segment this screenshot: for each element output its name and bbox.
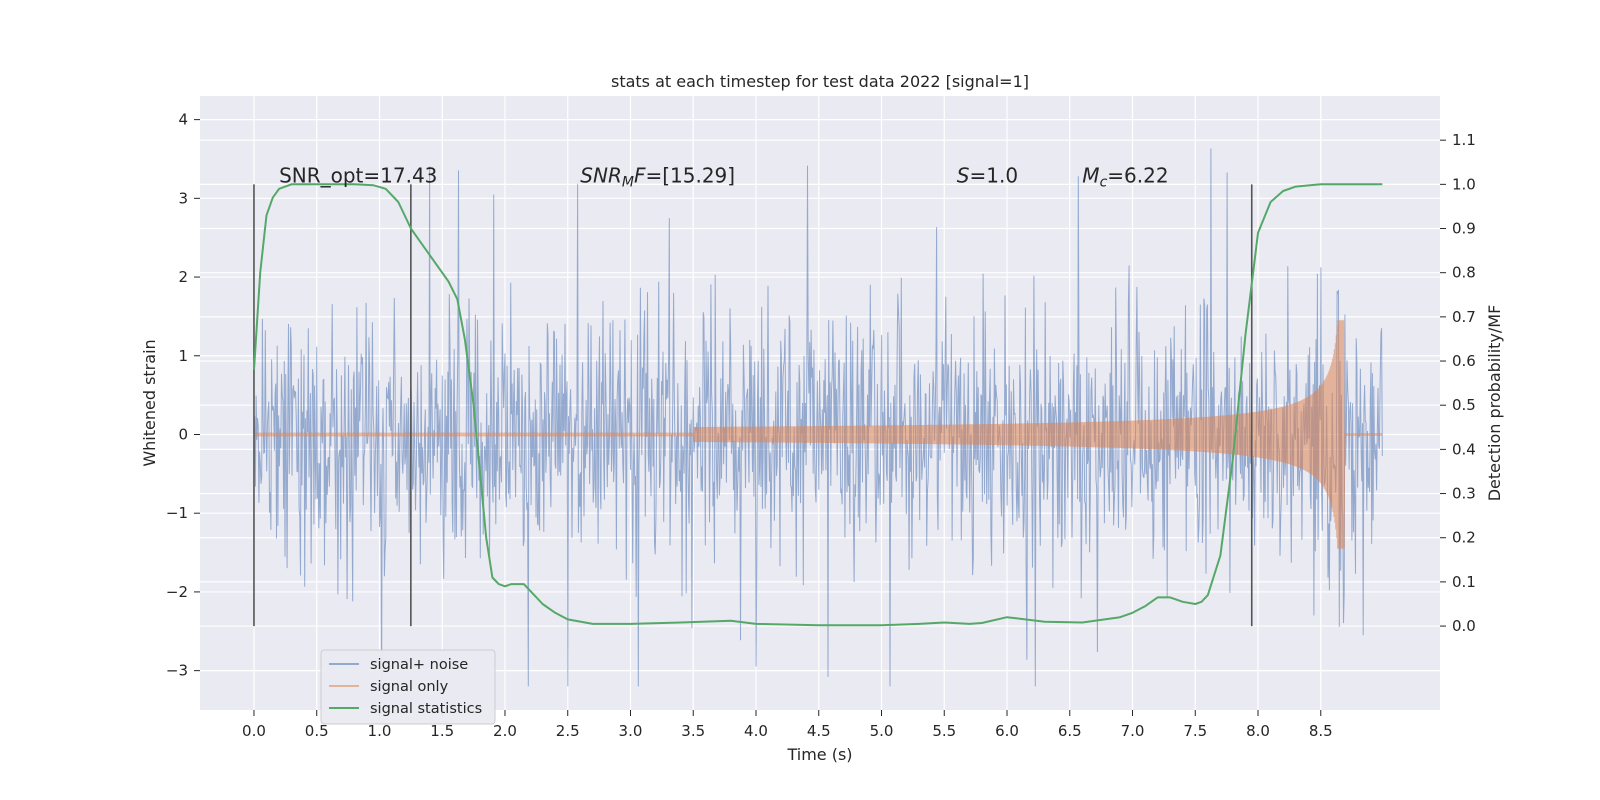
signal-statistics-line — [253, 183, 1383, 627]
x-tick-label: 0.0 — [242, 722, 266, 740]
y2-tick-label: 0.3 — [1452, 485, 1476, 503]
x-tick-label: 6.0 — [995, 722, 1019, 740]
y2-tick-label: 0.0 — [1452, 617, 1476, 635]
x-tick-label: 8.0 — [1246, 722, 1270, 740]
legend-box — [320, 649, 496, 725]
legend-label-signal: signal only — [370, 679, 449, 695]
annotation: SNR_opt=17.43 — [279, 163, 437, 187]
y2-axis-ticks: 1.1 1.0 0.9 0.8 0.7 0.6 0.5 0.4 0.3 0.2 0.1 0.0 — [1440, 131, 1476, 635]
y2-tick-label: 0.2 — [1452, 529, 1476, 547]
x-tick-label: 5.0 — [870, 722, 894, 740]
x-axis-ticks: 0.0 0.5 1.0 1.5 2.0 2.5 3.0 3.5 4.0 4.5 5.0 5.5 6.0 6… — [242, 710, 1333, 740]
x-tick-label: 6.5 — [1058, 722, 1082, 740]
x-tick-label: 5.5 — [932, 722, 956, 740]
y-axis-ticks: 4 3 2 1 0 −1 −2 −3 — [166, 111, 200, 680]
y2-tick-label: 0.8 — [1452, 264, 1476, 282]
y-tick-label: 4 — [178, 111, 188, 129]
y-tick-label: −1 — [166, 504, 188, 522]
signal-statistics-series — [253, 183, 1383, 627]
legend-label-noise: signal+ noise — [370, 657, 468, 673]
annotation: Mc=6.22 — [1082, 163, 1168, 190]
y2-tick-label: 0.4 — [1452, 440, 1476, 458]
y2-axis-label: Detection probability/MF — [1485, 305, 1504, 502]
y-tick-label: −3 — [166, 662, 188, 680]
x-tick-label: 1.0 — [368, 722, 392, 740]
x-tick-label: 2.0 — [493, 722, 517, 740]
chart-title: stats at each timestep for test data 202… — [611, 72, 1029, 91]
y2-tick-label: 0.5 — [1452, 396, 1476, 414]
x-tick-label: 2.5 — [556, 722, 580, 740]
x-tick-label: 4.5 — [807, 722, 831, 740]
legend-label-stats: signal statistics — [370, 701, 482, 717]
vertical-markers — [253, 184, 1253, 627]
x-tick-label: 7.5 — [1183, 722, 1207, 740]
y-tick-label: −2 — [166, 583, 188, 601]
x-tick-label: 1.5 — [430, 722, 454, 740]
annotation: S=1.0 — [957, 163, 1018, 187]
y-tick-label: 0 — [178, 425, 188, 443]
y-tick-label: 1 — [178, 347, 188, 365]
x-tick-label: 0.5 — [305, 722, 329, 740]
annotations: SNR_opt=17.43 SNRMF=[15.29] S=1.0 Mc=6.22 — [279, 163, 1169, 190]
x-tick-label: 3.0 — [619, 722, 643, 740]
y2-tick-label: 0.1 — [1452, 573, 1476, 591]
x-tick-label: 7.0 — [1121, 722, 1145, 740]
x-tick-label: 8.5 — [1309, 722, 1333, 740]
x-tick-label: 4.0 — [744, 722, 768, 740]
y-axis-label: Whitened strain — [140, 339, 159, 466]
annotation: SNRMF=[15.29] — [580, 163, 735, 190]
grid — [200, 96, 1440, 710]
y2-tick-label: 1.1 — [1452, 131, 1476, 149]
y2-tick-label: 0.6 — [1452, 352, 1476, 370]
y-tick-label: 2 — [178, 268, 188, 286]
y2-tick-label: 0.7 — [1452, 308, 1476, 326]
y2-tick-label: 1.0 — [1452, 175, 1476, 193]
signal-only-series — [253, 320, 1383, 549]
y2-tick-label: 0.9 — [1452, 220, 1476, 238]
y-tick-label: 3 — [178, 189, 188, 207]
x-axis-label: Time (s) — [786, 745, 852, 764]
legend: signal+ noise signal only signal statist… — [320, 649, 496, 725]
signal-only-line — [253, 320, 1383, 549]
x-tick-label: 3.5 — [681, 722, 705, 740]
